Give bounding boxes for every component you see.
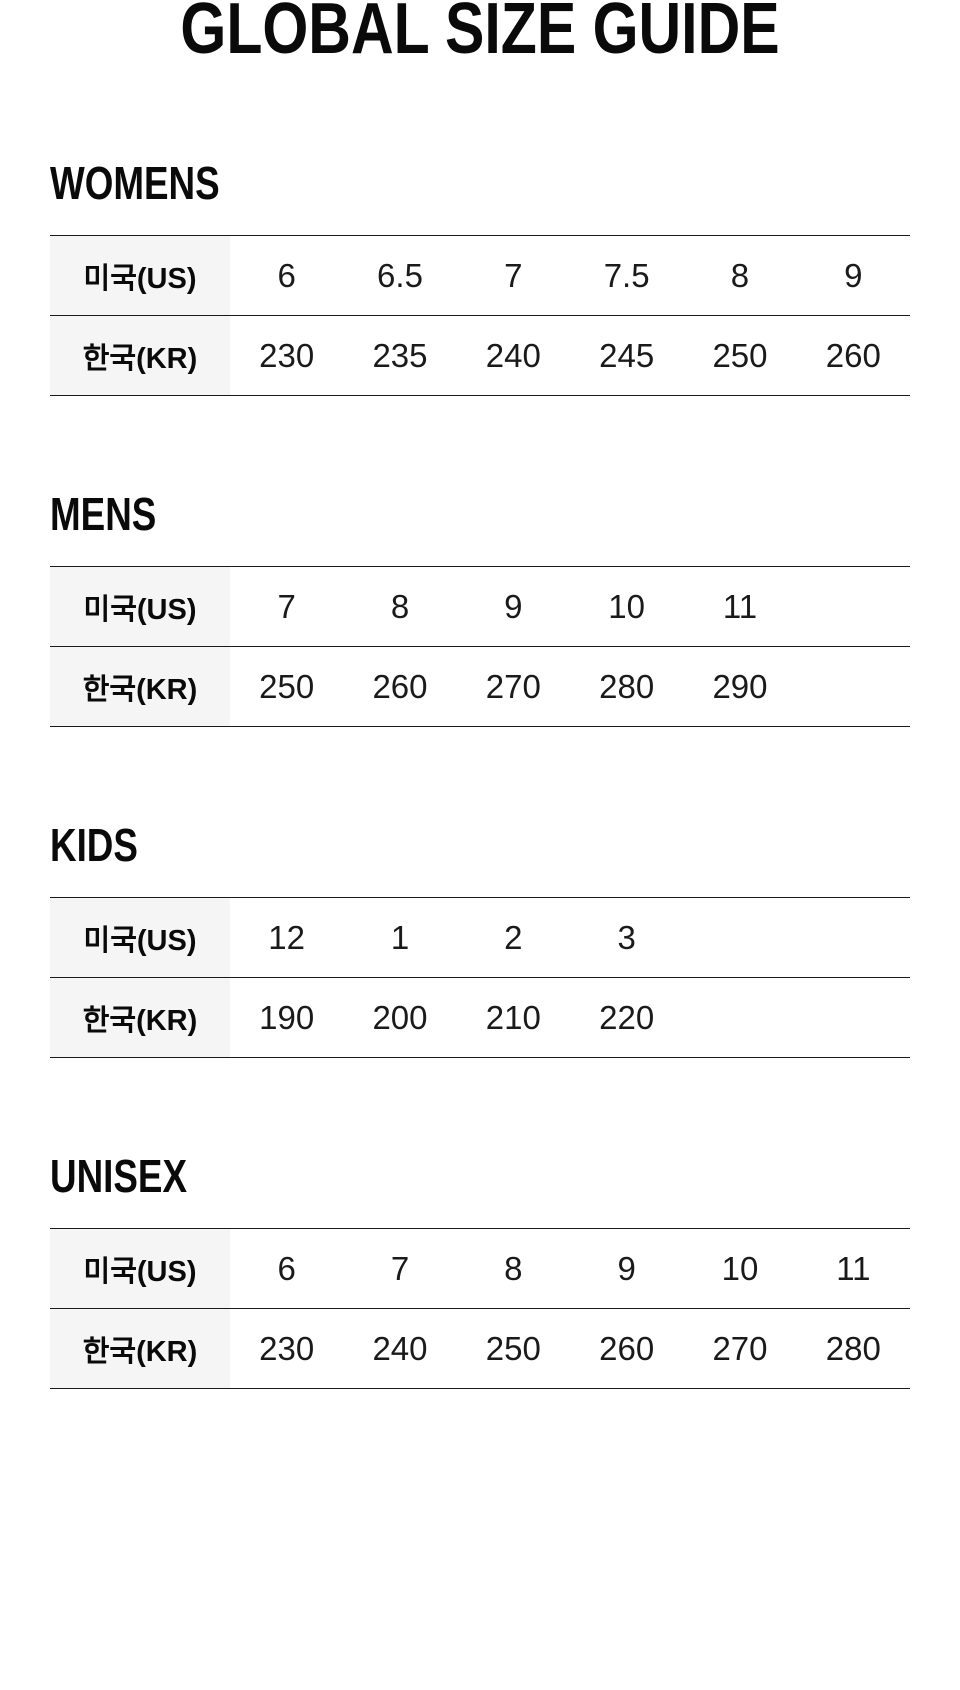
size-cell: 11 [722, 587, 758, 625]
kr-size-row: 한국(KR) 190 200 210 220 [50, 977, 910, 1058]
section-heading-womens: WOMENS [50, 157, 220, 209]
us-size-row: 미국(US) 7 8 9 10 11 [50, 566, 910, 647]
kr-row-label: 한국(KR) [50, 1308, 230, 1389]
size-cell [683, 978, 796, 1058]
size-cell: 8 [390, 587, 410, 625]
size-cell: 260 [372, 667, 428, 705]
size-cell [797, 898, 910, 978]
size-cell: 280 [599, 667, 655, 705]
size-cell: 210 [485, 998, 541, 1036]
size-cell: 240 [372, 1329, 428, 1367]
size-cell [683, 898, 796, 978]
size-cell: 6 [277, 256, 296, 294]
size-cell: 290 [712, 667, 768, 705]
size-table-mens: 미국(US) 7 8 9 10 11 한국(KR) 250 260 270 28… [50, 566, 910, 727]
kr-size-row: 한국(KR) 230 240 250 260 270 280 [50, 1308, 910, 1389]
size-cell: 240 [485, 336, 541, 374]
section-heading-mens: MENS [50, 488, 157, 540]
size-cell: 270 [712, 1329, 768, 1367]
size-cell: 250 [712, 336, 768, 374]
size-cell: 280 [825, 1329, 881, 1367]
size-cell: 7 [390, 1249, 410, 1287]
size-cell [797, 567, 910, 647]
size-cell: 1 [390, 918, 410, 956]
size-cell: 270 [485, 667, 541, 705]
kr-row-label: 한국(KR) [50, 315, 230, 396]
size-cell [797, 978, 910, 1058]
size-cell: 7 [277, 587, 296, 625]
section-heading-unisex: UNISEX [50, 1150, 188, 1202]
size-cell: 260 [599, 1329, 655, 1367]
size-cell: 190 [259, 998, 315, 1036]
kr-row-label: 한국(KR) [50, 646, 230, 727]
size-cell: 220 [599, 998, 655, 1036]
size-guide-page: GLOBAL SIZE GUIDE WOMENS 미국(US) 6 6.5 7 … [50, 0, 910, 1389]
size-cell: 7 [504, 256, 523, 294]
size-cell: 235 [372, 336, 428, 374]
size-cell: 250 [259, 667, 315, 705]
us-row-label: 미국(US) [50, 1228, 230, 1309]
us-size-row: 미국(US) 6 7 8 9 10 11 [50, 1228, 910, 1309]
us-size-row: 미국(US) 12 1 2 3 [50, 897, 910, 978]
us-row-label: 미국(US) [50, 235, 230, 316]
kr-size-row: 한국(KR) 250 260 270 280 290 [50, 646, 910, 727]
size-table-unisex: 미국(US) 6 7 8 9 10 11 한국(KR) 230 240 250 … [50, 1228, 910, 1389]
size-cell: 11 [836, 1249, 871, 1287]
kr-size-row: 한국(KR) 230 235 240 245 250 260 [50, 315, 910, 396]
size-cell: 8 [730, 256, 750, 294]
size-cell: 10 [721, 1249, 759, 1287]
size-cell: 6 [277, 1249, 296, 1287]
size-section-unisex: UNISEX 미국(US) 6 7 8 9 10 11 한국(KR) 230 2… [50, 1153, 910, 1389]
page-title: GLOBAL SIZE GUIDE [180, 0, 780, 69]
us-size-row: 미국(US) 6 6.5 7 7.5 8 9 [50, 235, 910, 316]
size-section-mens: MENS 미국(US) 7 8 9 10 11 한국(KR) 250 260 2… [50, 491, 910, 727]
size-table-kids: 미국(US) 12 1 2 3 한국(KR) 190 200 210 220 [50, 897, 910, 1058]
size-cell: 12 [268, 918, 306, 956]
size-cell: 230 [259, 336, 315, 374]
size-cell: 8 [504, 1249, 523, 1287]
size-section-womens: WOMENS 미국(US) 6 6.5 7 7.5 8 9 한국(KR) 230… [50, 160, 910, 396]
size-cell [797, 647, 910, 727]
section-heading-kids: KIDS [50, 819, 138, 871]
size-cell: 7.5 [603, 256, 650, 294]
size-cell: 230 [259, 1329, 315, 1367]
size-cell: 260 [825, 336, 881, 374]
size-cell: 6.5 [377, 256, 423, 294]
size-cell: 9 [844, 256, 863, 294]
size-table-womens: 미국(US) 6 6.5 7 7.5 8 9 한국(KR) 230 235 24… [50, 235, 910, 396]
size-cell: 9 [617, 1249, 636, 1287]
size-cell: 250 [485, 1329, 541, 1367]
kr-row-label: 한국(KR) [50, 977, 230, 1058]
size-cell: 9 [504, 587, 523, 625]
size-cell: 3 [617, 918, 636, 956]
us-row-label: 미국(US) [50, 566, 230, 647]
us-row-label: 미국(US) [50, 897, 230, 978]
size-section-kids: KIDS 미국(US) 12 1 2 3 한국(KR) 190 200 210 [50, 822, 910, 1058]
size-cell: 245 [599, 336, 655, 374]
size-cell: 2 [504, 918, 523, 956]
size-cell: 10 [608, 587, 645, 625]
size-cell: 200 [372, 998, 428, 1036]
